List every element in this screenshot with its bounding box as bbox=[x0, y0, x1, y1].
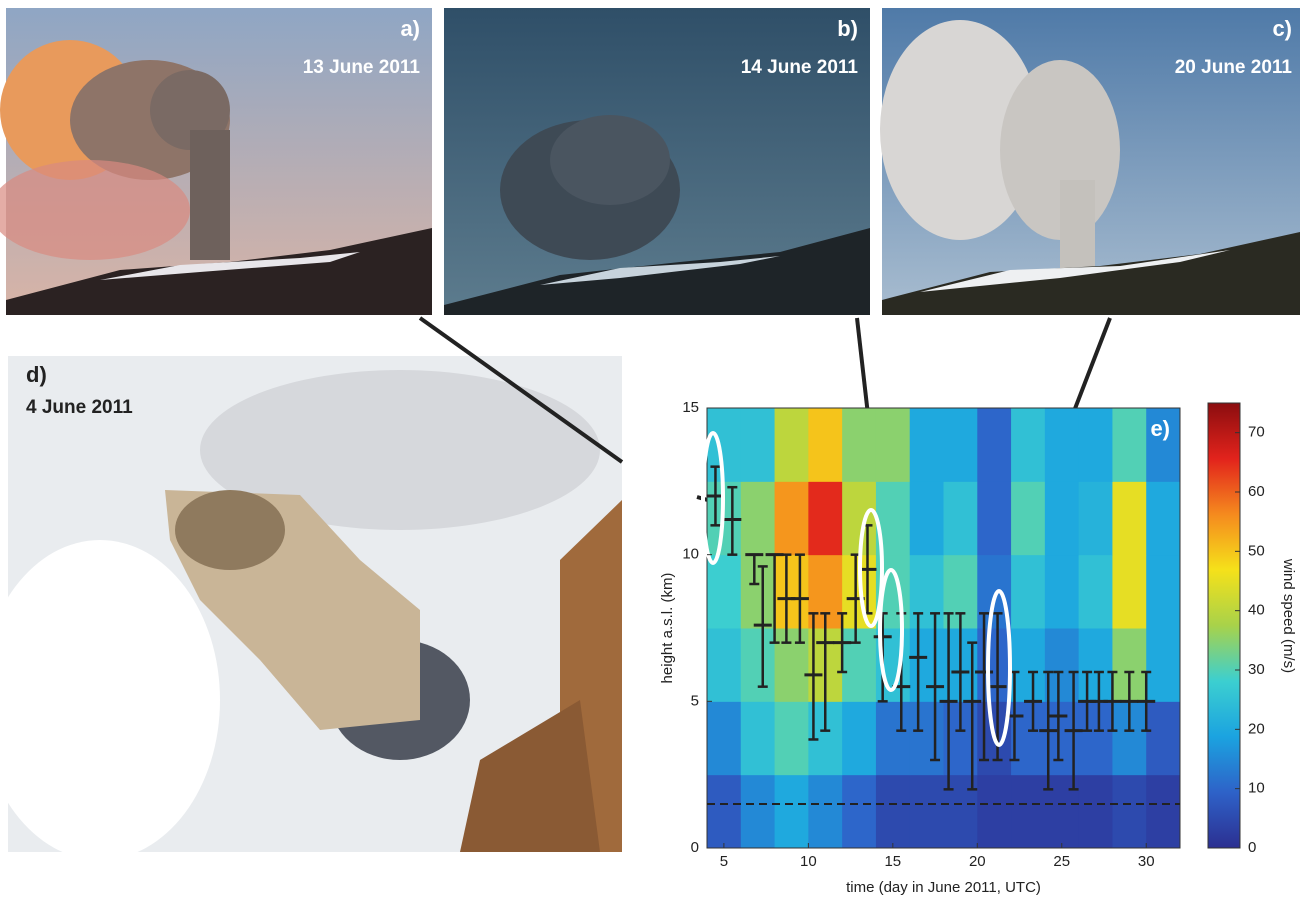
wind-cell bbox=[910, 408, 944, 482]
wind-cell bbox=[842, 628, 876, 702]
colorbar-tick-label: 20 bbox=[1248, 720, 1265, 737]
y-tick-label: 15 bbox=[682, 399, 699, 416]
wind-cell bbox=[775, 408, 809, 482]
wind-cell bbox=[1079, 628, 1113, 702]
wind-cell bbox=[1011, 775, 1045, 849]
wind-cell bbox=[707, 555, 741, 629]
panel-label: e) bbox=[1150, 416, 1170, 441]
colorbar-tick-label: 30 bbox=[1248, 661, 1265, 678]
wind-cell bbox=[1112, 555, 1146, 629]
x-tick-label: 20 bbox=[969, 853, 986, 870]
colorbar-tick-label: 0 bbox=[1248, 839, 1256, 856]
wind-cell bbox=[1011, 555, 1045, 629]
wind-cell bbox=[1079, 701, 1113, 775]
y-tick-label: 10 bbox=[682, 546, 699, 563]
wind-cell bbox=[1079, 408, 1113, 482]
wind-cell bbox=[977, 775, 1011, 849]
colorbar-tick-label: 60 bbox=[1248, 483, 1265, 500]
wind-cell bbox=[842, 701, 876, 775]
wind-cell bbox=[910, 555, 944, 629]
wind-cell bbox=[808, 775, 842, 849]
wind-cell bbox=[1011, 408, 1045, 482]
wind-cell bbox=[775, 555, 809, 629]
wind-cell bbox=[910, 701, 944, 775]
panel-date: 14 June 2011 bbox=[741, 57, 859, 78]
y-tick-label: 5 bbox=[691, 692, 699, 709]
wind-cell bbox=[741, 775, 775, 849]
wind-cell bbox=[741, 701, 775, 775]
wind-cell bbox=[775, 775, 809, 849]
panel-label: b) bbox=[837, 16, 858, 41]
panel-date: 13 June 2011 bbox=[303, 57, 421, 78]
wind-cell bbox=[876, 408, 910, 482]
figure: a) 13 June 2011 b) 14 June 2011 c) 20 Ju… bbox=[0, 0, 1302, 900]
wind-cell bbox=[1079, 481, 1113, 555]
x-tick-label: 25 bbox=[1053, 853, 1070, 870]
wind-cell bbox=[1146, 555, 1180, 629]
panel-label: a) bbox=[400, 16, 420, 41]
colorbar-tick-label: 10 bbox=[1248, 780, 1265, 797]
x-axis-label: time (day in June 2011, UTC) bbox=[846, 879, 1041, 896]
wind-cell bbox=[944, 481, 978, 555]
colorbar-label: wind speed (m/s) bbox=[1280, 558, 1297, 673]
wind-cell bbox=[842, 775, 876, 849]
wind-cell bbox=[1011, 628, 1045, 702]
wind-cell bbox=[707, 628, 741, 702]
colorbar bbox=[1208, 403, 1240, 848]
wind-cell bbox=[977, 628, 1011, 702]
wind-cell bbox=[910, 628, 944, 702]
panel-date: 20 June 2011 bbox=[1175, 57, 1293, 78]
wind-cell bbox=[1146, 701, 1180, 775]
wind-cell bbox=[977, 481, 1011, 555]
wind-cell bbox=[977, 408, 1011, 482]
wind-cell bbox=[741, 481, 775, 555]
wind-cell bbox=[1146, 775, 1180, 849]
wind-cell bbox=[1045, 555, 1079, 629]
colorbar-tick-label: 50 bbox=[1248, 542, 1265, 559]
wind-cell bbox=[707, 775, 741, 849]
photo-a bbox=[0, 8, 432, 315]
colorbar-tick-label: 70 bbox=[1248, 424, 1265, 441]
x-tick-label: 15 bbox=[884, 853, 901, 870]
panel-label: c) bbox=[1272, 16, 1292, 41]
wind-cell bbox=[1045, 481, 1079, 555]
wind-cell bbox=[1079, 775, 1113, 849]
x-tick-label: 10 bbox=[800, 853, 817, 870]
wind-cell bbox=[808, 481, 842, 555]
panel-date: 4 June 2011 bbox=[26, 397, 133, 418]
wind-cell bbox=[1011, 481, 1045, 555]
x-tick-label: 5 bbox=[720, 853, 728, 870]
wind-cell bbox=[707, 408, 741, 482]
photo-d bbox=[0, 356, 622, 860]
wind-cell bbox=[876, 775, 910, 849]
wind-cell bbox=[876, 701, 910, 775]
wind-cell bbox=[1045, 408, 1079, 482]
wind-cell bbox=[1011, 701, 1045, 775]
wind-cell bbox=[808, 408, 842, 482]
wind-cell bbox=[775, 701, 809, 775]
x-tick-label: 30 bbox=[1138, 853, 1155, 870]
y-tick-label: 0 bbox=[691, 839, 699, 856]
panel-label: d) bbox=[26, 362, 47, 387]
wind-cell bbox=[741, 628, 775, 702]
photo-b bbox=[444, 8, 870, 315]
photo-c bbox=[880, 8, 1300, 315]
wind-cell bbox=[842, 408, 876, 482]
wind-cell bbox=[1112, 408, 1146, 482]
wind-cell bbox=[910, 481, 944, 555]
wind-cell bbox=[707, 701, 741, 775]
wind-cell bbox=[1112, 775, 1146, 849]
wind-cell bbox=[1146, 481, 1180, 555]
wind-cell bbox=[910, 775, 944, 849]
wind-cell bbox=[1079, 555, 1113, 629]
wind-cell bbox=[775, 628, 809, 702]
colorbar-tick-label: 40 bbox=[1248, 602, 1265, 619]
wind-cell bbox=[741, 408, 775, 482]
wind-cell bbox=[1146, 628, 1180, 702]
wind-cell bbox=[1112, 481, 1146, 555]
wind-cell bbox=[944, 408, 978, 482]
y-axis-label: height a.s.l. (km) bbox=[659, 573, 676, 684]
wind-cell bbox=[775, 481, 809, 555]
chart: e) 5 10 15 20 25 30 0 5 10 15 time (day in June 201… bbox=[659, 399, 1297, 896]
